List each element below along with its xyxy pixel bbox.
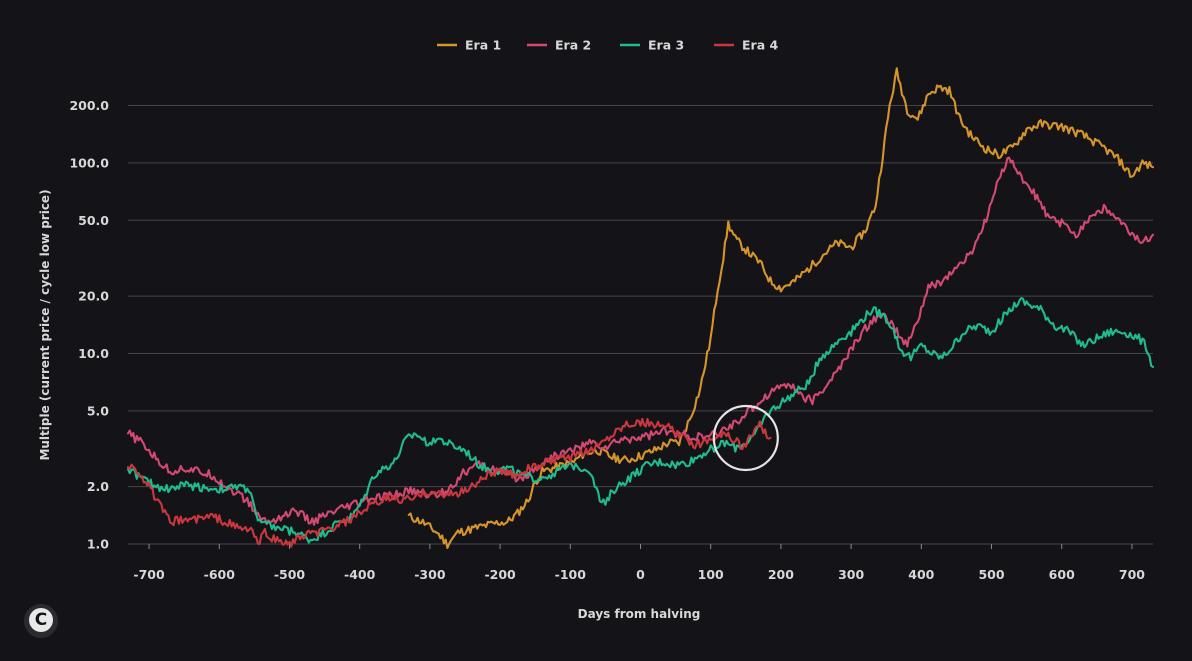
legend-label: Era 3 <box>648 38 684 53</box>
x-tick-label: 300 <box>838 567 864 582</box>
x-tick-label: -300 <box>414 567 446 582</box>
gridlines <box>128 105 1153 545</box>
y-tick-label: 200.0 <box>69 98 109 113</box>
y-tick-label: 100.0 <box>69 155 109 170</box>
annotations <box>712 404 779 472</box>
x-axis-title: Days from halving <box>578 607 701 621</box>
x-tick-label: 400 <box>908 567 934 582</box>
x-tick-label: -500 <box>274 567 306 582</box>
brand-logo: C <box>24 604 58 638</box>
legend-label: Era 1 <box>465 38 501 53</box>
brand-logo-icon: C <box>29 608 53 632</box>
y-tick-label: 1.0 <box>87 537 109 552</box>
x-tick-label: -200 <box>484 567 516 582</box>
x-tick-label: -100 <box>555 567 587 582</box>
x-axis-ticks: -700 -600 -500 -400 -300 -200 -100 0 100 200 300 40… <box>133 544 1145 582</box>
x-tick-label: 600 <box>1049 567 1075 582</box>
x-tick-label: 500 <box>978 567 1004 582</box>
legend-label: Era 4 <box>742 38 778 53</box>
x-tick-label: -700 <box>133 567 165 582</box>
y-axis-ticks: 1.0 2.0 5.0 10.0 20.0 50.0 100.0 200.0 <box>69 98 109 551</box>
series-line-era-1 <box>407 67 1155 550</box>
y-tick-label: 50.0 <box>78 213 109 228</box>
series-line-era-4 <box>126 417 772 548</box>
y-tick-label: 5.0 <box>87 403 109 418</box>
y-tick-label: 10.0 <box>78 346 109 361</box>
y-axis-title: Multiple (current price / cycle low pric… <box>38 189 52 460</box>
x-tick-label: 100 <box>698 567 724 582</box>
x-tick-label: -600 <box>204 567 236 582</box>
highlight-circle <box>712 404 779 472</box>
y-tick-label: 20.0 <box>78 289 109 304</box>
x-tick-label: 0 <box>636 567 645 582</box>
series-line-era-2 <box>126 156 1155 526</box>
x-tick-label: 700 <box>1119 567 1145 582</box>
x-tick-label: 200 <box>768 567 794 582</box>
legend-label: Era 2 <box>555 38 591 53</box>
y-tick-label: 2.0 <box>87 479 109 494</box>
series-lines <box>126 67 1155 550</box>
x-tick-label: -400 <box>344 567 376 582</box>
series-line-era-3 <box>126 297 1155 544</box>
legend: Era 1 Era 2 Era 3 Era 4 <box>437 38 778 53</box>
